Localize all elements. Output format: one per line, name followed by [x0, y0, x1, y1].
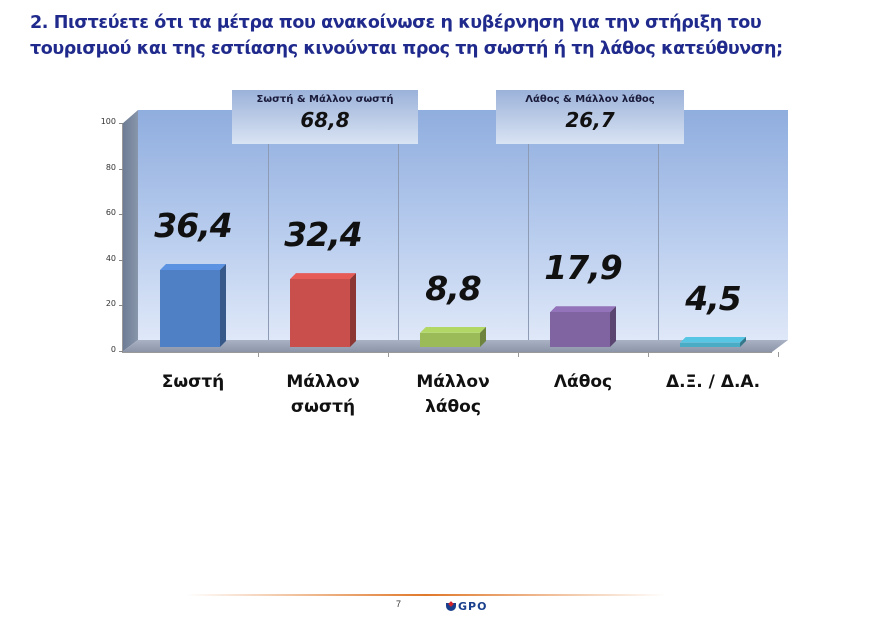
category-label-line: Δ.Ξ. / Δ.Α.: [665, 372, 761, 392]
value-label: 32,4: [284, 215, 362, 255]
y-tick-label: 100: [100, 117, 116, 126]
chart-back-wall: [138, 110, 788, 340]
gpo-logo: GPO: [446, 600, 487, 613]
category-label: Σωστή: [128, 370, 258, 395]
y-tick-label: 80: [105, 162, 116, 172]
y-tick-label: 40: [105, 253, 116, 263]
page-number: 7: [396, 599, 402, 609]
y-tick-mark: [119, 259, 123, 261]
category-divider: [398, 110, 399, 340]
bar-front-face: [290, 279, 350, 347]
summary-label: Σωστή & Μάλλον σωστή: [256, 94, 394, 105]
category-divider: [658, 110, 659, 340]
category-label: Μάλλον σωστή: [258, 370, 388, 420]
bar-front-face: [550, 312, 610, 347]
category-label: Μάλλον λάθος: [388, 370, 518, 420]
x-tick-mark: [778, 352, 779, 357]
value-label: 17,9: [544, 248, 622, 288]
chart-side-wall: [122, 110, 138, 352]
bar-top-face: [680, 336, 746, 343]
category-label: Δ.Ξ. / Δ.Α.: [648, 370, 778, 395]
category-label-line: Μάλλον: [416, 372, 490, 392]
category-label-line: Λάθος: [553, 372, 613, 392]
gpo-logo-icon: [446, 602, 456, 611]
y-tick-label: 20: [105, 299, 116, 309]
x-tick-mark: [258, 352, 259, 357]
gpo-logo-text: GPO: [458, 600, 488, 613]
y-tick-mark: [119, 123, 123, 124]
value-label: 8,8: [425, 268, 481, 308]
summary-box-correct: Σωστή & Μάλλον σωστή 68,8: [232, 90, 418, 144]
category-label-line: σωστή: [290, 397, 356, 417]
value-label: 4,5: [685, 278, 741, 318]
category-label-line: Μάλλον: [286, 372, 360, 392]
bar-side-face: [350, 273, 356, 347]
y-tick-label: 60: [105, 208, 116, 218]
bar-side-face: [220, 264, 226, 347]
bar-side-face: [740, 337, 746, 347]
y-axis: [122, 123, 123, 352]
footer-divider: [186, 594, 666, 596]
x-tick-mark: [518, 352, 519, 357]
y-tick-mark: [119, 305, 123, 307]
bar-side-face: [480, 327, 486, 347]
bar-top-face: [550, 306, 616, 313]
value-label: 36,4: [154, 206, 232, 245]
summary-box-wrong: Λάθος & Μάλλον λάθος 26,7: [496, 90, 684, 144]
x-tick-mark: [648, 352, 649, 357]
bar-front-face: [420, 332, 480, 347]
bar-1: [160, 264, 226, 347]
bar-front-face: [680, 342, 740, 347]
x-tick-mark: [388, 352, 389, 357]
bar-top-face: [160, 264, 226, 270]
bar-5: [680, 336, 746, 347]
bar-front-face: [160, 270, 220, 347]
category-label: Λάθος: [518, 370, 648, 395]
bar-2: [290, 273, 356, 347]
summary-value: 68,8: [300, 108, 350, 132]
category-divider: [528, 110, 529, 340]
y-tick-mark: [119, 351, 123, 352]
title-line-1: 2. Πιστεύετε ότι τα μέτρα που ανακοίνωσε…: [30, 13, 762, 33]
bar-side-face: [610, 306, 616, 347]
summary-label: Λάθος & Μάλλον λάθος: [525, 94, 655, 105]
category-label-line: λάθος: [425, 397, 481, 417]
y-tick-mark: [119, 214, 123, 216]
chart-title: 2. Πιστεύετε ότι τα μέτρα που ανακοίνωσε…: [30, 10, 870, 62]
summary-value: 26,7: [565, 108, 615, 132]
category-divider: [268, 110, 269, 340]
bar-top-face: [290, 273, 356, 280]
category-label-line: Σωστή: [161, 372, 225, 392]
bar-4: [550, 306, 616, 347]
x-axis: [122, 352, 772, 353]
bar-3: [420, 326, 486, 347]
title-line-2: τουρισμού και της εστίασης κινούνται προ…: [30, 39, 783, 59]
bar-top-face: [420, 326, 486, 333]
y-tick-label: 0: [110, 345, 116, 354]
y-tick-mark: [119, 168, 123, 170]
